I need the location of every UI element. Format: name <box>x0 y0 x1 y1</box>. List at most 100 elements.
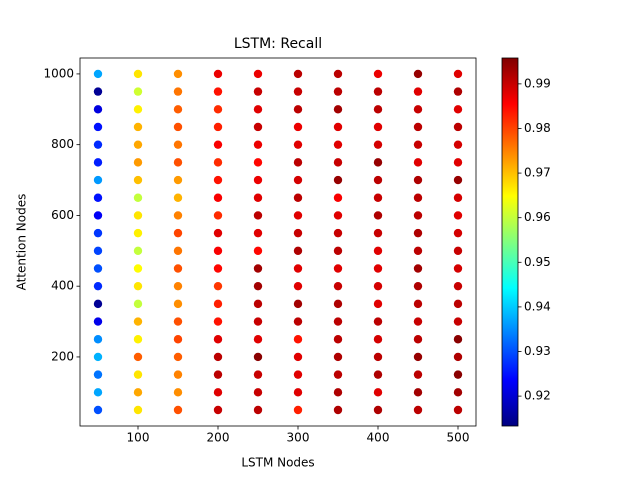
point <box>133 388 143 397</box>
point <box>373 228 383 238</box>
point <box>253 370 263 379</box>
point <box>453 122 463 132</box>
point <box>373 193 383 202</box>
point <box>293 175 303 185</box>
point <box>333 122 343 132</box>
point <box>133 193 143 202</box>
point <box>213 246 223 256</box>
point <box>453 140 463 149</box>
point <box>93 405 103 415</box>
x-tick-label: 400 <box>367 431 390 445</box>
y-axis-label: Attention Nodes <box>15 194 29 291</box>
point <box>413 211 423 220</box>
point <box>253 193 263 202</box>
point <box>333 69 343 79</box>
point <box>293 299 303 309</box>
x-tick-label: 100 <box>127 431 150 445</box>
colorbar-tick-label: 0.94 <box>524 299 551 313</box>
point <box>373 158 383 167</box>
point <box>373 87 383 96</box>
point <box>213 228 223 238</box>
point <box>93 246 103 256</box>
point <box>213 158 223 167</box>
point <box>453 388 463 397</box>
colorbar-tick-label: 0.96 <box>524 210 551 224</box>
point <box>413 140 423 149</box>
point <box>453 105 463 114</box>
point <box>373 122 383 132</box>
point <box>413 122 423 132</box>
point <box>253 335 263 344</box>
point <box>173 299 183 309</box>
point <box>373 105 383 114</box>
point <box>93 211 103 220</box>
point <box>213 388 223 397</box>
point <box>213 69 223 79</box>
point <box>293 335 303 344</box>
point <box>413 264 423 273</box>
point <box>453 228 463 238</box>
point <box>333 228 343 238</box>
point <box>333 335 343 344</box>
point <box>293 87 303 96</box>
point <box>413 69 423 79</box>
colorbar-tick-label: 0.95 <box>524 255 551 269</box>
point <box>453 175 463 185</box>
point <box>213 352 223 362</box>
point <box>173 317 183 326</box>
point <box>333 175 343 185</box>
point <box>413 193 423 202</box>
colorbar-tick-label: 0.92 <box>524 389 551 403</box>
point <box>293 246 303 256</box>
plot-frame <box>79 57 477 427</box>
point <box>133 352 143 362</box>
point <box>293 193 303 202</box>
point <box>293 140 303 149</box>
point <box>453 69 463 79</box>
point <box>413 317 423 326</box>
point <box>133 405 143 415</box>
point <box>333 299 343 309</box>
chart-title: LSTM: Recall <box>234 36 322 52</box>
point <box>413 246 423 256</box>
point <box>93 370 103 379</box>
point <box>453 158 463 167</box>
point <box>333 105 343 114</box>
colorbar-tick-label: 0.99 <box>524 76 551 90</box>
point <box>253 69 263 79</box>
colorbar-tick-label: 0.98 <box>524 121 551 135</box>
point <box>213 140 223 149</box>
point <box>253 228 263 238</box>
point <box>173 370 183 379</box>
point <box>293 105 303 114</box>
point <box>253 281 263 291</box>
point <box>333 405 343 415</box>
point <box>173 352 183 362</box>
point <box>213 193 223 202</box>
point <box>133 105 143 114</box>
point <box>93 69 103 79</box>
point <box>333 352 343 362</box>
point <box>253 211 263 220</box>
point <box>133 299 143 309</box>
point <box>253 122 263 132</box>
point <box>413 87 423 96</box>
point <box>173 335 183 344</box>
point <box>213 405 223 415</box>
point <box>133 69 143 79</box>
point <box>133 87 143 96</box>
point <box>173 105 183 114</box>
y-tick-label: 200 <box>51 349 74 363</box>
point <box>173 281 183 291</box>
point <box>173 246 183 256</box>
point <box>173 87 183 96</box>
y-tick-label: 400 <box>51 279 74 293</box>
point <box>133 317 143 326</box>
point <box>173 140 183 149</box>
point <box>373 281 383 291</box>
point <box>333 158 343 167</box>
point <box>333 246 343 256</box>
point <box>93 264 103 273</box>
point <box>453 87 463 96</box>
